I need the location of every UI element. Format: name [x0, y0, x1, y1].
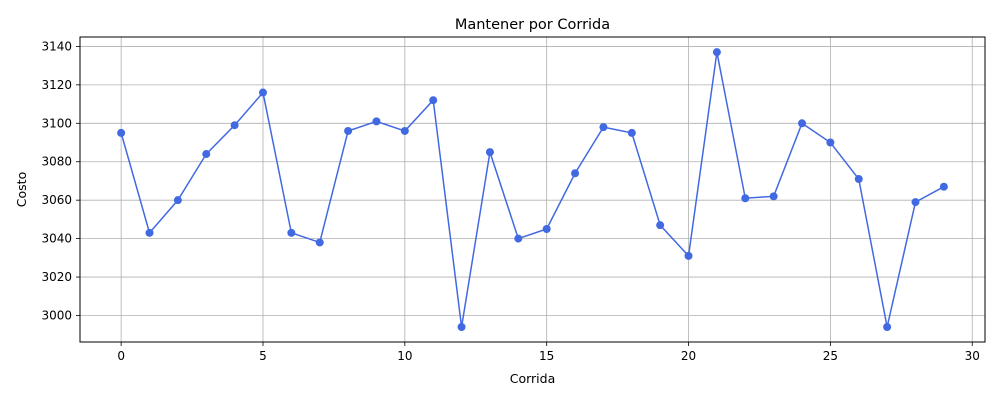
y-tick-label: 3120 — [41, 78, 72, 92]
data-point — [117, 128, 126, 137]
data-point — [400, 126, 409, 135]
y-tick-label: 3040 — [41, 232, 72, 246]
series — [117, 48, 948, 332]
data-point — [542, 224, 551, 233]
data-point — [145, 228, 154, 237]
data-point — [599, 123, 608, 132]
data-point — [457, 323, 466, 332]
x-tick-label: 5 — [259, 349, 267, 363]
x-axis-label: Corrida — [510, 371, 556, 386]
series-line — [120, 52, 945, 328]
data-point — [173, 196, 182, 205]
data-point — [712, 48, 721, 57]
y-tick-label: 3140 — [41, 39, 72, 53]
data-point — [911, 198, 920, 207]
plot-frame — [79, 36, 986, 343]
y-tick-label: 3100 — [41, 116, 72, 130]
x-tick-label: 20 — [681, 349, 696, 363]
data-point — [684, 251, 693, 260]
y-tick-label: 3060 — [41, 193, 72, 207]
x-tick-label: 0 — [117, 349, 125, 363]
data-point — [230, 121, 239, 130]
data-point — [344, 126, 353, 135]
data-point — [258, 88, 267, 97]
x-tick-label: 25 — [823, 349, 838, 363]
x-tick-label: 30 — [965, 349, 980, 363]
y-tick-label: 3080 — [41, 155, 72, 169]
grid — [80, 37, 985, 342]
x-tick-label: 10 — [397, 349, 412, 363]
x-axis-ticks: 0 5 10 15 20 25 30 — [117, 342, 980, 363]
data-point — [315, 238, 324, 247]
chart-title: Mantener por Corrida — [455, 17, 610, 33]
data-point — [571, 169, 580, 178]
data-point — [769, 192, 778, 201]
data-point — [854, 175, 863, 184]
data-point — [939, 182, 948, 191]
data-point — [741, 194, 750, 203]
y-tick-label: 3000 — [41, 308, 72, 322]
x-tick-label: 15 — [539, 349, 554, 363]
data-point — [826, 138, 835, 147]
data-point — [429, 96, 438, 105]
data-point — [656, 221, 665, 230]
data-point — [627, 128, 636, 137]
data-point — [485, 148, 494, 157]
data-point — [287, 228, 296, 237]
data-point — [514, 234, 523, 243]
y-axis-ticks: 3000 3020 3040 3060 3080 3100 3120 3140 — [41, 39, 80, 322]
data-point — [372, 117, 381, 126]
y-axis-label: Costo — [14, 172, 29, 207]
data-point — [798, 119, 807, 128]
data-point — [202, 150, 211, 159]
data-point — [883, 323, 892, 332]
y-tick-label: 3020 — [41, 270, 72, 284]
